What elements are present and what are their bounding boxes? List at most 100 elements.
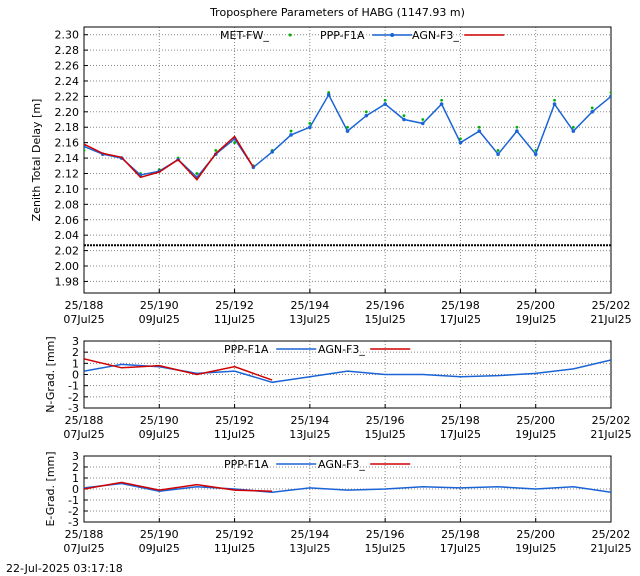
x-tick-date: 17Jul25	[440, 313, 481, 326]
x-tick-date: 13Jul25	[289, 542, 330, 555]
data-point	[84, 148, 86, 152]
x-tick-date: 09Jul25	[139, 428, 180, 441]
data-point	[364, 110, 368, 114]
y-tick-label: 2.12	[55, 167, 80, 180]
x-tick-doy: 25/202	[592, 528, 631, 541]
x-tick-doy: 25/202	[592, 299, 631, 312]
y-tick-label: -2	[68, 391, 79, 404]
series-line	[84, 135, 255, 181]
y-tick-label: 0	[72, 483, 79, 496]
y-tick-label: 2	[72, 346, 79, 359]
plot-area	[84, 91, 611, 247]
x-tick-date: 21Jul25	[590, 428, 631, 441]
x-tick-date: 07Jul25	[63, 542, 104, 555]
x-tick-date: 07Jul25	[63, 313, 104, 326]
x-tick-date: 09Jul25	[139, 542, 180, 555]
chart-panel-1: 1.98 2.00 2.02 2.04 2.06 2.08 2.10 2.12 2.14 2.16…	[30, 6, 632, 326]
x-tick-doy: 25/192	[215, 299, 254, 312]
y-tick-label: 2.00	[55, 260, 80, 273]
data-point	[609, 91, 611, 94]
data-point	[590, 106, 594, 110]
data-point	[459, 137, 462, 141]
series-met-fw	[84, 91, 611, 175]
data-point	[402, 114, 406, 118]
y-tick-label: 2.18	[55, 121, 80, 134]
legend-label: AGN-F3_	[318, 343, 365, 356]
data-point	[553, 98, 556, 102]
data-point	[308, 121, 312, 125]
data-point	[383, 102, 387, 106]
x-tick-date: 15Jul25	[365, 313, 406, 326]
data-point	[496, 152, 500, 157]
data-point	[477, 129, 482, 133]
series-agn-f3	[84, 481, 273, 492]
y-tick-label: 2.08	[55, 198, 80, 211]
plot-area	[84, 358, 611, 384]
legend-swatch	[288, 33, 292, 37]
data-point	[383, 98, 387, 102]
y-tick-label: 0	[72, 369, 79, 382]
x-tick-doy: 25/194	[291, 299, 330, 312]
x-tick-doy: 25/194	[291, 528, 330, 541]
data-point	[496, 148, 500, 152]
data-point	[477, 125, 481, 129]
legend-label: MET-FW_	[220, 29, 269, 42]
legend-label: AGN-F3_	[412, 29, 459, 42]
data-point	[590, 110, 594, 114]
data-point	[345, 129, 350, 133]
x-tick-doy: 25/188	[65, 414, 104, 427]
y-tick-label: 1	[72, 357, 79, 370]
plot-frame	[83, 26, 612, 294]
y-tick-label: -3	[68, 516, 79, 529]
y-tick-label: 1	[72, 472, 79, 485]
y-tick-label: 2.04	[55, 229, 80, 242]
y-tick-label: 2.22	[55, 90, 80, 103]
x-tick-doy: 25/198	[441, 414, 480, 427]
series-line	[84, 481, 273, 492]
x-tick-date: 13Jul25	[289, 428, 330, 441]
x-tick-doy: 25/194	[291, 414, 330, 427]
series-line	[84, 358, 273, 381]
x-tick-doy: 25/196	[366, 528, 405, 541]
data-point	[533, 152, 538, 157]
x-tick-date: 17Jul25	[440, 542, 481, 555]
y-tick-label: -3	[68, 402, 79, 415]
x-tick-date: 07Jul25	[63, 428, 104, 441]
data-point	[289, 129, 293, 133]
legend-label: PPP-F1A	[224, 458, 269, 471]
x-tick-date: 09Jul25	[139, 313, 180, 326]
x-tick-doy: 25/190	[140, 414, 179, 427]
x-tick-doy: 25/196	[366, 299, 405, 312]
x-tick-doy: 25/188	[65, 528, 104, 541]
y-tick-label: 2.10	[55, 183, 80, 196]
data-point	[326, 93, 331, 97]
x-tick-doy: 25/200	[516, 528, 555, 541]
y-tick-label: -2	[68, 505, 79, 518]
series-line	[84, 482, 611, 494]
data-point	[420, 121, 425, 126]
data-point	[458, 140, 463, 145]
x-tick-doy: 25/190	[140, 528, 179, 541]
x-tick-doy: 25/196	[366, 414, 405, 427]
data-point	[440, 98, 444, 102]
x-tick-date: 11Jul25	[214, 313, 255, 326]
data-point	[214, 148, 218, 152]
y-tick-label: 1.98	[55, 275, 80, 288]
y-tick-label: 2.26	[55, 60, 80, 73]
legend-label: PPP-F1A	[224, 343, 269, 356]
data-point	[289, 133, 293, 137]
x-tick-date: 11Jul25	[214, 428, 255, 441]
data-point	[439, 102, 444, 106]
data-point	[515, 129, 519, 133]
series-agn-f3	[84, 358, 273, 381]
x-tick-date: 11Jul25	[214, 542, 255, 555]
timestamp: 22-Jul-2025 03:17:18	[6, 562, 123, 575]
plot-frame	[83, 340, 612, 409]
data-point	[364, 113, 369, 118]
x-tick-date: 19Jul25	[515, 542, 556, 555]
data-point	[571, 125, 575, 129]
data-point	[552, 102, 557, 106]
y-tick-label: 2.14	[55, 152, 80, 165]
